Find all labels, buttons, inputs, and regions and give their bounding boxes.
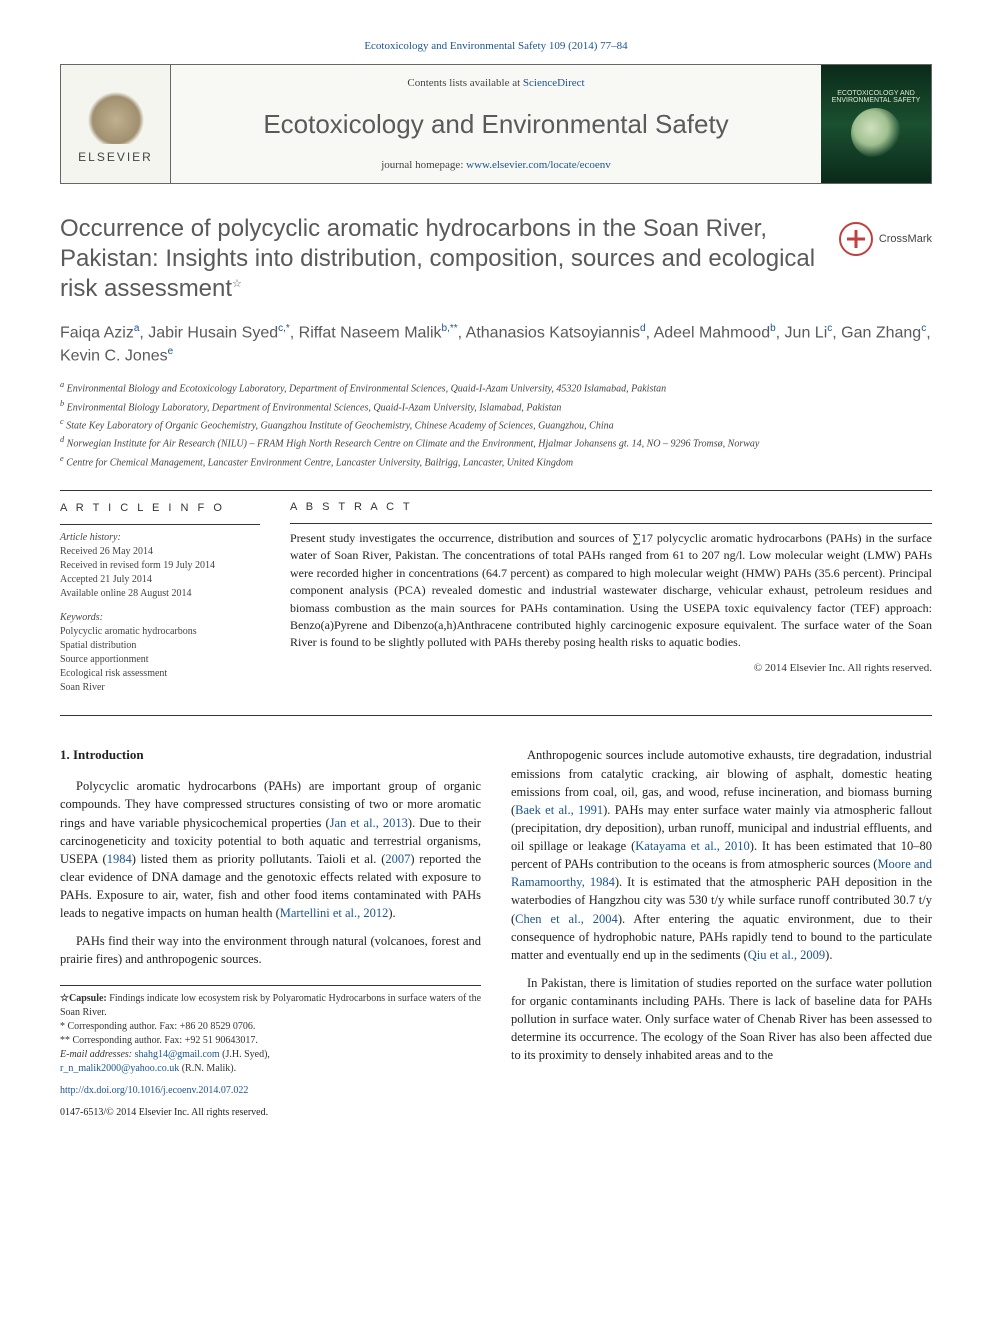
email-who-1: (J.H. Syed), bbox=[220, 1049, 270, 1060]
crossmark-label: CrossMark bbox=[879, 233, 932, 245]
intro-paragraph-1: Polycyclic aromatic hydrocarbons (PAHs) … bbox=[60, 777, 481, 922]
footnotes-block: ☆Capsule: Findings indicate low ecosyste… bbox=[60, 985, 481, 1076]
publisher-name: ELSEVIER bbox=[78, 150, 153, 164]
keyword-item: Source apportionment bbox=[60, 653, 260, 667]
author-list: Faiqa Aziza, Jabir Husain Syedc,*, Riffa… bbox=[60, 322, 932, 367]
journal-homepage-line: journal homepage: www.elsevier.com/locat… bbox=[191, 159, 801, 171]
cover-art-icon bbox=[851, 108, 901, 158]
keyword-item: Spatial distribution bbox=[60, 639, 260, 653]
journal-homepage-link[interactable]: www.elsevier.com/locate/ecoenv bbox=[466, 159, 611, 171]
citation-link[interactable]: Chen et al., 2004 bbox=[515, 912, 618, 926]
body-column-left: 1. Introduction Polycyclic aromatic hydr… bbox=[60, 746, 481, 1120]
homepage-prefix: journal homepage: bbox=[381, 159, 466, 171]
section-1-heading: 1. Introduction bbox=[60, 746, 481, 765]
contents-available-line: Contents lists available at ScienceDirec… bbox=[191, 77, 801, 89]
email-link-1[interactable]: shahg14@gmail.com bbox=[135, 1049, 220, 1060]
sciencedirect-link[interactable]: ScienceDirect bbox=[523, 77, 585, 89]
keywords-list: Polycyclic aromatic hydrocarbonsSpatial … bbox=[60, 625, 260, 695]
rule-below-meta bbox=[60, 715, 932, 716]
history-online: Available online 28 August 2014 bbox=[60, 587, 260, 601]
citation-link[interactable]: Baek et al., 1991 bbox=[515, 803, 603, 817]
history-label: Article history: bbox=[60, 531, 260, 545]
corresponding-author-2: ** Corresponding author. Fax: +92 51 906… bbox=[60, 1034, 481, 1048]
journal-name: Ecotoxicology and Environmental Safety bbox=[191, 109, 801, 140]
keyword-item: Soan River bbox=[60, 681, 260, 695]
email-addresses-line: E-mail addresses: shahg14@gmail.com (J.H… bbox=[60, 1048, 481, 1062]
keyword-item: Polycyclic aromatic hydrocarbons bbox=[60, 625, 260, 639]
capsule-footnote: ☆Capsule: Findings indicate low ecosyste… bbox=[60, 992, 481, 1020]
running-head: Ecotoxicology and Environmental Safety 1… bbox=[60, 40, 932, 52]
citation-link[interactable]: Martellini et al., 2012 bbox=[280, 906, 389, 920]
citation-link[interactable]: 2007 bbox=[385, 852, 410, 866]
capsule-text: Findings indicate low ecosystem risk by … bbox=[60, 993, 481, 1018]
elsevier-tree-icon bbox=[86, 84, 146, 144]
contents-prefix: Contents lists available at bbox=[407, 77, 522, 89]
masthead-center: Contents lists available at ScienceDirec… bbox=[171, 65, 821, 183]
body-column-right: Anthropogenic sources include automotive… bbox=[511, 746, 932, 1120]
citation-link[interactable]: Moore and Ramamoorthy, 1984 bbox=[511, 857, 932, 889]
history-revised: Received in revised form 19 July 2014 bbox=[60, 559, 260, 573]
citation-link[interactable]: Katayama et al., 2010 bbox=[635, 839, 750, 853]
doi-link[interactable]: http://dx.doi.org/10.1016/j.ecoenv.2014.… bbox=[60, 1085, 248, 1096]
rule-above-meta bbox=[60, 490, 932, 491]
email-who-2: (R.N. Malik). bbox=[179, 1063, 236, 1074]
rule-info bbox=[60, 524, 260, 525]
corresponding-author-1: * Corresponding author. Fax: +86 20 8529… bbox=[60, 1020, 481, 1034]
article-title-text: Occurrence of polycyclic aromatic hydroc… bbox=[60, 215, 815, 302]
email-label: E-mail addresses: bbox=[60, 1049, 135, 1060]
abstract-column: A B S T R A C T Present study investigat… bbox=[290, 501, 932, 695]
history-accepted: Accepted 21 July 2014 bbox=[60, 573, 260, 587]
doi-line: http://dx.doi.org/10.1016/j.ecoenv.2014.… bbox=[60, 1084, 481, 1099]
cover-title-text: ECOTOXICOLOGY AND ENVIRONMENTAL SAFETY bbox=[827, 90, 925, 104]
affiliation-item: d Norwegian Institute for Air Research (… bbox=[60, 434, 932, 451]
affiliation-list: a Environmental Biology and Ecotoxicolog… bbox=[60, 379, 932, 470]
capsule-label: ☆Capsule: bbox=[60, 993, 107, 1004]
email-link-2[interactable]: r_n_malik2000@yahoo.co.uk bbox=[60, 1063, 179, 1074]
intro-paragraph-2: PAHs find their way into the environment… bbox=[60, 932, 481, 968]
email-addresses-line-2: r_n_malik2000@yahoo.co.uk (R.N. Malik). bbox=[60, 1062, 481, 1076]
article-title: Occurrence of polycyclic aromatic hydroc… bbox=[60, 214, 819, 304]
article-info-heading: A R T I C L E I N F O bbox=[60, 501, 260, 516]
abstract-copyright: © 2014 Elsevier Inc. All rights reserved… bbox=[290, 662, 932, 674]
intro-paragraph-4: In Pakistan, there is limitation of stud… bbox=[511, 974, 932, 1065]
affiliation-item: b Environmental Biology Laboratory, Depa… bbox=[60, 398, 932, 415]
rule-abstract bbox=[290, 523, 932, 524]
affiliation-item: c State Key Laboratory of Organic Geoche… bbox=[60, 416, 932, 433]
affiliation-item: a Environmental Biology and Ecotoxicolog… bbox=[60, 379, 932, 396]
crossmark-badge[interactable]: CrossMark bbox=[839, 222, 932, 256]
article-info-column: A R T I C L E I N F O Article history: R… bbox=[60, 501, 260, 695]
citation-link[interactable]: Qiu et al., 2009 bbox=[748, 948, 825, 962]
keyword-item: Ecological risk assessment bbox=[60, 667, 260, 681]
citation-link[interactable]: 1984 bbox=[107, 852, 132, 866]
crossmark-icon bbox=[839, 222, 873, 256]
title-footnote-star: ☆ bbox=[232, 278, 242, 290]
keywords-label: Keywords: bbox=[60, 611, 260, 625]
affiliation-item: e Centre for Chemical Management, Lancas… bbox=[60, 453, 932, 470]
journal-cover-thumb: ECOTOXICOLOGY AND ENVIRONMENTAL SAFETY bbox=[821, 65, 931, 183]
abstract-text: Present study investigates the occurrenc… bbox=[290, 530, 932, 652]
history-received: Received 26 May 2014 bbox=[60, 545, 260, 559]
masthead: ELSEVIER Contents lists available at Sci… bbox=[60, 64, 932, 184]
intro-paragraph-3: Anthropogenic sources include automotive… bbox=[511, 746, 932, 964]
abstract-heading: A B S T R A C T bbox=[290, 501, 932, 513]
citation-link[interactable]: Jan et al., 2013 bbox=[330, 816, 408, 830]
issn-copyright-line: 0147-6513/© 2014 Elsevier Inc. All right… bbox=[60, 1106, 481, 1121]
publisher-logo-box: ELSEVIER bbox=[61, 65, 171, 183]
